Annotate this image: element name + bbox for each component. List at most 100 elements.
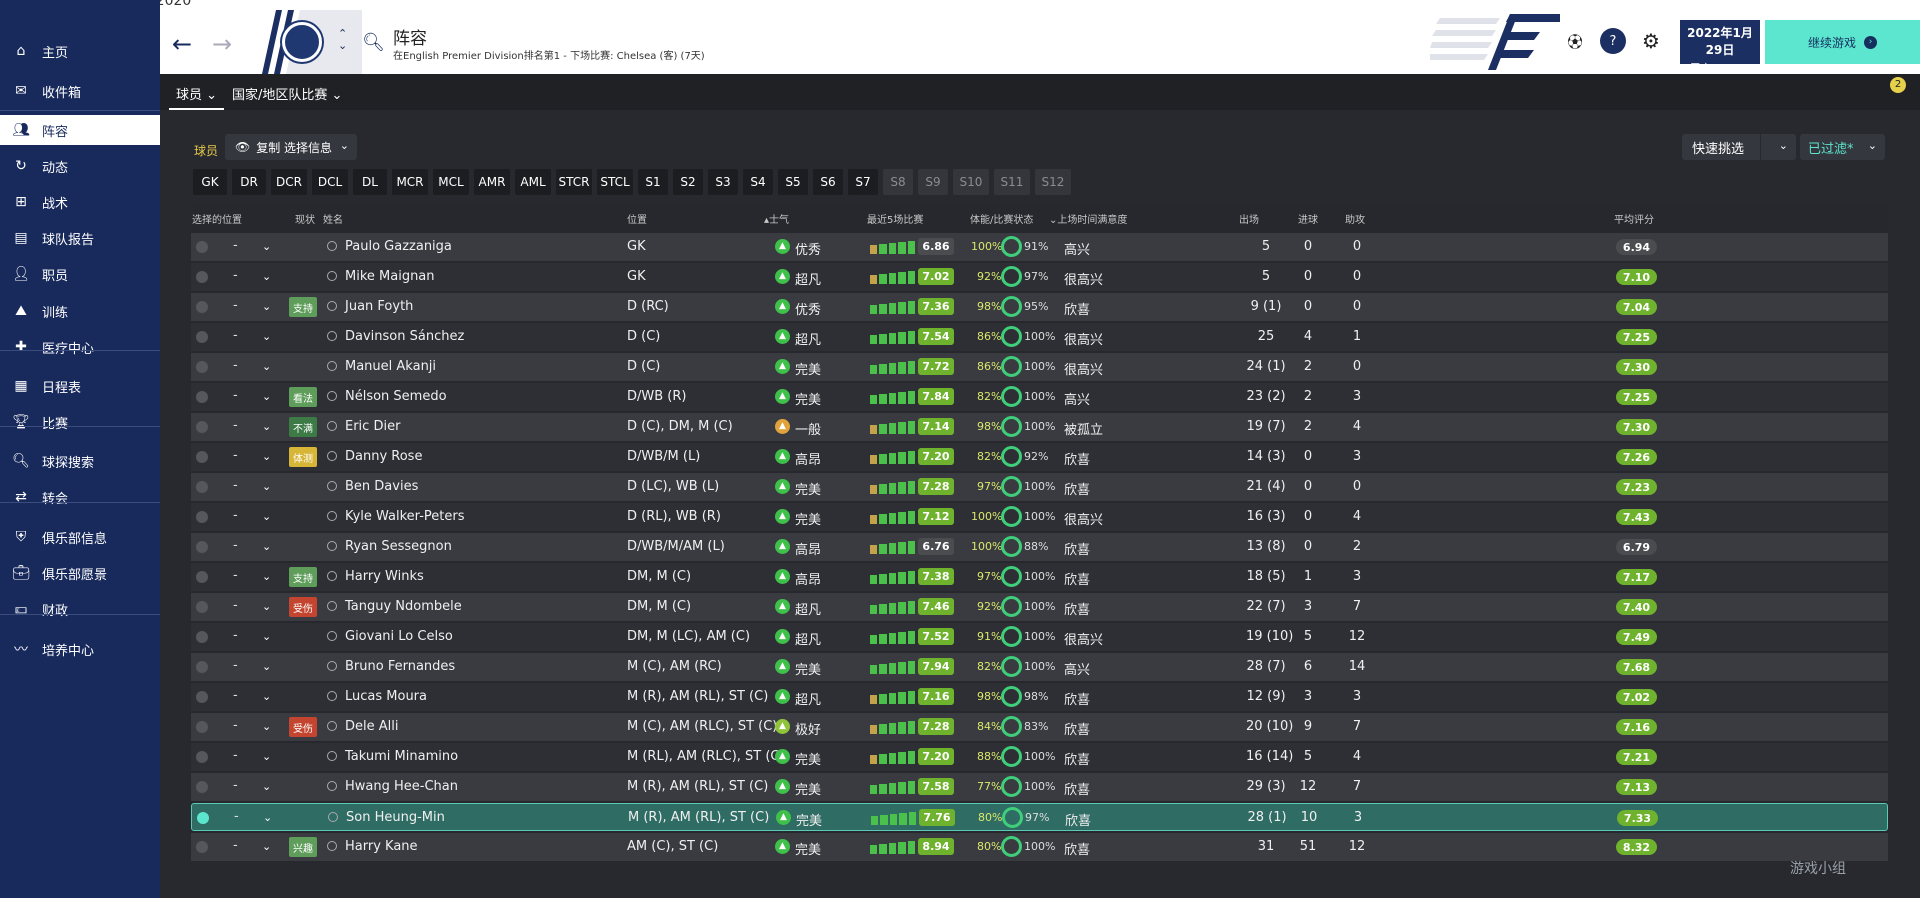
row-select-checkbox[interactable]	[196, 451, 208, 463]
selected-position[interactable]: -	[233, 448, 238, 463]
sidebar-item-transfer[interactable]: ⇄ 转会	[0, 482, 160, 512]
table-row[interactable]: - ⌄ 体测 Danny Rose D/WB/M (L) ▲ 高昂 7.20 8…	[191, 443, 1888, 471]
player-name[interactable]: Juan Foyth	[345, 299, 414, 314]
tab-players[interactable]: 球员 ⌄	[176, 88, 218, 103]
header-goals[interactable]: 进球	[1298, 215, 1318, 226]
chevron-down-icon[interactable]: ⌄	[262, 420, 272, 433]
sidebar-item-medical[interactable]: ✚ 医疗中心	[0, 332, 160, 362]
player-name[interactable]: Davinson Sánchez	[345, 329, 465, 344]
copy-selection-button[interactable]: 👁︎ 复制 选择信息 ⌄	[225, 134, 357, 160]
header-morale[interactable]: ▴士气	[764, 215, 790, 226]
table-row[interactable]: - ⌄ 不满 Eric Dier D (C), DM, M (C) ▲ 一般 7…	[191, 413, 1888, 441]
chevron-down-icon[interactable]: ⌄	[262, 390, 272, 403]
row-select-checkbox[interactable]	[196, 361, 208, 373]
status-badge[interactable]: 体测	[289, 447, 317, 467]
chevron-down-icon[interactable]: ⌄	[262, 780, 272, 793]
status-badge[interactable]: 受伤	[289, 717, 317, 737]
chevron-down-icon[interactable]: ⌄	[262, 300, 272, 313]
table-row[interactable]: - ⌄ Mike Maignan GK ▲ 超凡 7.02 92% 97% 很高…	[191, 263, 1888, 291]
position-button-s4[interactable]: S4	[743, 169, 773, 195]
chevron-down-icon[interactable]: ⌄	[262, 660, 272, 673]
row-select-checkbox[interactable]	[196, 631, 208, 643]
header-assists[interactable]: 助攻	[1345, 215, 1365, 226]
chevron-down-icon[interactable]: ⌄	[262, 630, 272, 643]
status-badge[interactable]: 兴趣	[289, 837, 317, 857]
row-select-checkbox[interactable]	[196, 481, 208, 493]
header-apps[interactable]: 出场	[1239, 215, 1259, 226]
chevron-down-icon[interactable]: ⌄	[262, 450, 272, 463]
position-button-amr[interactable]: AMR	[474, 169, 510, 195]
player-name[interactable]: Harry Kane	[345, 839, 418, 854]
notification-badge[interactable]: 2	[1890, 77, 1906, 93]
selected-position[interactable]: -	[233, 328, 238, 343]
position-button-mcr[interactable]: MCR	[392, 169, 428, 195]
back-icon[interactable]: ←	[172, 30, 193, 58]
sidebar-item-squad[interactable]: 👥︎ 阵容	[0, 115, 160, 145]
player-name[interactable]: Manuel Akanji	[345, 359, 437, 374]
chevron-down-icon[interactable]: ⌄	[262, 540, 272, 553]
selected-position[interactable]: -	[233, 538, 238, 553]
selected-position[interactable]: -	[233, 598, 238, 613]
position-button-s5[interactable]: S5	[778, 169, 808, 195]
row-select-checkbox[interactable]	[196, 781, 208, 793]
table-row[interactable]: - ⌄ Lucas Moura M (R), AM (RL), ST (C) ▲…	[191, 683, 1888, 711]
selected-position[interactable]: -	[234, 809, 239, 824]
chevron-down-icon[interactable]: ⌄	[262, 480, 272, 493]
chevron-down-icon[interactable]: ⌄	[262, 330, 272, 343]
sidebar-item-dynamics[interactable]: ↻ 动态	[0, 151, 160, 181]
selected-position[interactable]: -	[233, 628, 238, 643]
position-button-s1[interactable]: S1	[638, 169, 668, 195]
selected-position[interactable]: -	[233, 238, 238, 253]
table-row[interactable]: - ⌄ Manuel Akanji D (C) ▲ 完美 7.72 86% 10…	[191, 353, 1888, 381]
position-button-s9[interactable]: S9	[918, 169, 948, 195]
position-button-stcl[interactable]: STCL	[597, 169, 633, 195]
help-icon[interactable]: ?	[1600, 28, 1626, 54]
sidebar-item-training[interactable]: ⛰︎ 训练	[0, 296, 160, 326]
selected-position[interactable]: -	[233, 268, 238, 283]
player-name[interactable]: Kyle Walker-Peters	[345, 509, 465, 524]
position-button-s7[interactable]: S7	[848, 169, 878, 195]
position-button-s8[interactable]: S8	[883, 169, 913, 195]
player-name[interactable]: Paulo Gazzaniga	[345, 239, 452, 254]
table-row[interactable]: - ⌄ 受伤 Tanguy Ndombele DM, M (C) ▲ 超凡 7.…	[191, 593, 1888, 621]
position-button-mcl[interactable]: MCL	[433, 169, 469, 195]
header-selected-pos[interactable]: 选择的位置	[192, 215, 242, 226]
row-select-checkbox[interactable]	[196, 721, 208, 733]
continue-button[interactable]: 继续游戏 ›	[1765, 20, 1920, 64]
selected-position[interactable]: -	[233, 838, 238, 853]
header-status[interactable]: 现状	[295, 215, 315, 226]
row-select-checkbox[interactable]	[196, 391, 208, 403]
header-fitness[interactable]: 体能/比赛状态	[970, 215, 1034, 226]
position-button-dl[interactable]: DL	[353, 169, 387, 195]
header-name[interactable]: 姓名	[323, 215, 343, 226]
sidebar-item-trophy[interactable]: 🏆︎ 比赛	[0, 407, 160, 437]
sidebar-item-money[interactable]: 💷︎ 财政	[0, 594, 160, 624]
player-name[interactable]: Dele Alli	[345, 719, 399, 734]
row-select-checkbox[interactable]	[196, 691, 208, 703]
table-row[interactable]: - ⌄ 受伤 Dele Alli M (C), AM (RLC), ST (C)…	[191, 713, 1888, 741]
sidebar-item-calendar[interactable]: ▦ 日程表	[0, 371, 160, 401]
position-button-dcr[interactable]: DCR	[271, 169, 307, 195]
row-select-checkbox[interactable]	[196, 601, 208, 613]
table-row[interactable]: - ⌄ Ryan Sessegnon D/WB/M/AM (L) ▲ 高昂 6.…	[191, 533, 1888, 561]
chevron-down-icon[interactable]: ⌄	[262, 360, 272, 373]
table-row[interactable]: - ⌄ Hwang Hee-Chan M (R), AM (RL), ST (C…	[191, 773, 1888, 801]
sidebar-item-staff[interactable]: 👤︎ 职员	[0, 259, 160, 289]
chevron-down-icon[interactable]: ⌄	[262, 750, 272, 763]
chevron-down-icon[interactable]: ⌄	[263, 811, 273, 824]
position-button-aml[interactable]: AML	[515, 169, 551, 195]
selected-position[interactable]: -	[233, 478, 238, 493]
chevron-down-icon[interactable]: ⌄	[262, 690, 272, 703]
filter-button[interactable]: 已过滤* ⌄	[1800, 134, 1885, 160]
selected-position[interactable]: -	[233, 778, 238, 793]
table-row[interactable]: - ⌄ Davinson Sánchez D (C) ▲ 超凡 7.54 86%…	[191, 323, 1888, 351]
row-select-checkbox[interactable]	[196, 841, 208, 853]
updown-icon[interactable]: ⌃ ⌄	[338, 27, 348, 52]
sidebar-item-shield[interactable]: ⛨ 俱乐部信息	[0, 522, 160, 552]
row-select-checkbox[interactable]	[196, 301, 208, 313]
chevron-down-icon[interactable]: ⌄	[262, 570, 272, 583]
player-name[interactable]: Mike Maignan	[345, 269, 435, 284]
player-name[interactable]: Harry Winks	[345, 569, 424, 584]
row-select-checkbox[interactable]	[196, 511, 208, 523]
status-badge[interactable]: 支持	[289, 297, 317, 317]
